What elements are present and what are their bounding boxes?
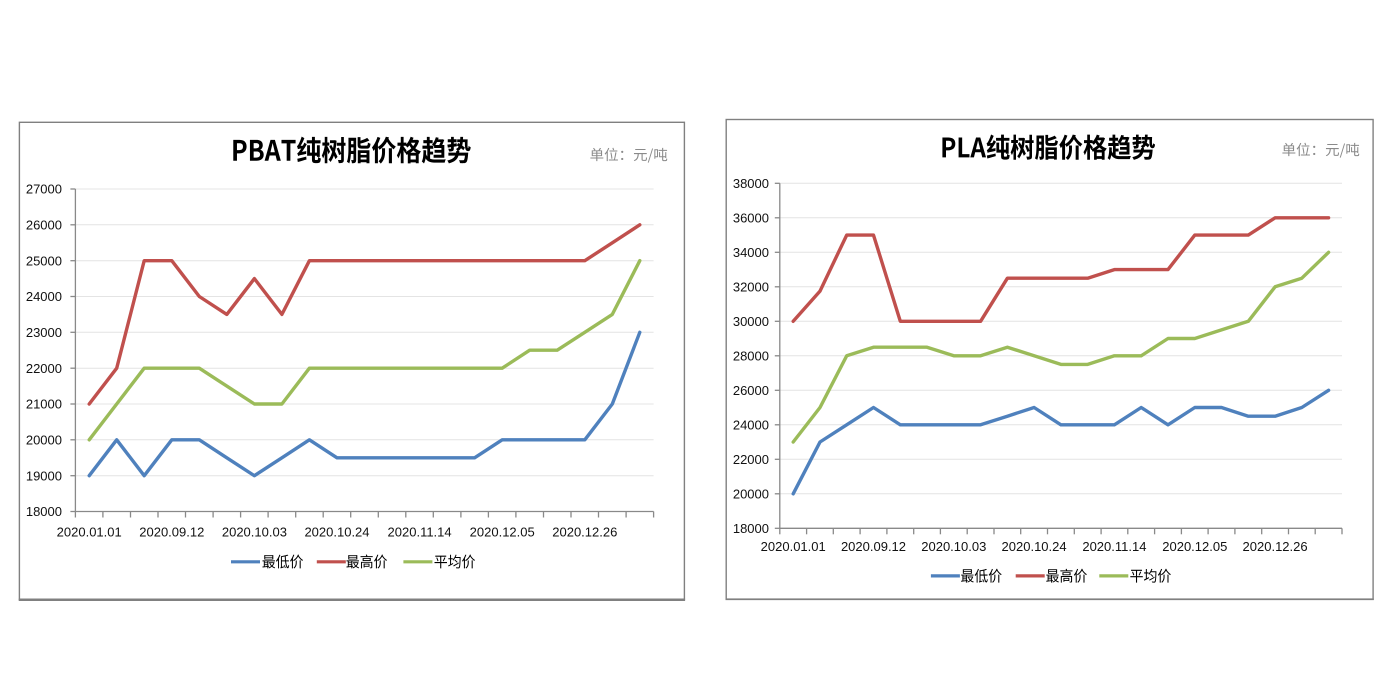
svg-text:18000: 18000 [26, 504, 62, 519]
svg-text:26000: 26000 [733, 383, 769, 398]
svg-text:25000: 25000 [26, 253, 62, 268]
svg-text:2020.10.24: 2020.10.24 [1002, 539, 1067, 554]
svg-text:21000: 21000 [26, 397, 62, 412]
svg-text:38000: 38000 [733, 176, 769, 191]
svg-text:2020.10.03: 2020.10.03 [222, 525, 287, 540]
svg-text:2020.10.24: 2020.10.24 [304, 525, 369, 540]
svg-text:23000: 23000 [26, 325, 62, 340]
svg-text:2020.11.14: 2020.11.14 [1082, 539, 1146, 554]
svg-text:36000: 36000 [733, 210, 769, 225]
svg-text:2020.12.26: 2020.12.26 [1243, 539, 1308, 554]
svg-text:2020.09.12: 2020.09.12 [841, 539, 906, 554]
svg-text:22000: 22000 [26, 361, 62, 376]
svg-text:28000: 28000 [733, 348, 769, 363]
svg-text:2020.12.26: 2020.12.26 [552, 525, 617, 540]
svg-text:24000: 24000 [26, 289, 62, 304]
svg-text:19000: 19000 [26, 468, 62, 483]
svg-text:24000: 24000 [733, 417, 769, 432]
svg-text:30000: 30000 [733, 314, 769, 329]
svg-text:2020.12.05: 2020.12.05 [470, 525, 535, 540]
svg-text:18000: 18000 [733, 521, 769, 536]
svg-text:34000: 34000 [733, 245, 769, 260]
svg-text:27000: 27000 [26, 182, 62, 197]
svg-text:26000: 26000 [26, 217, 62, 232]
svg-text:2020.12.05: 2020.12.05 [1162, 539, 1227, 554]
svg-text:20000: 20000 [26, 432, 62, 447]
svg-text:2020.01.01: 2020.01.01 [761, 539, 826, 554]
svg-text:20000: 20000 [733, 486, 769, 501]
svg-text:22000: 22000 [733, 452, 769, 467]
svg-text:2020.09.12: 2020.09.12 [139, 525, 204, 540]
svg-text:2020.01.01: 2020.01.01 [57, 525, 122, 540]
svg-text:32000: 32000 [733, 279, 769, 294]
svg-text:2020.11.14: 2020.11.14 [388, 525, 452, 540]
svg-text:2020.10.03: 2020.10.03 [921, 539, 986, 554]
